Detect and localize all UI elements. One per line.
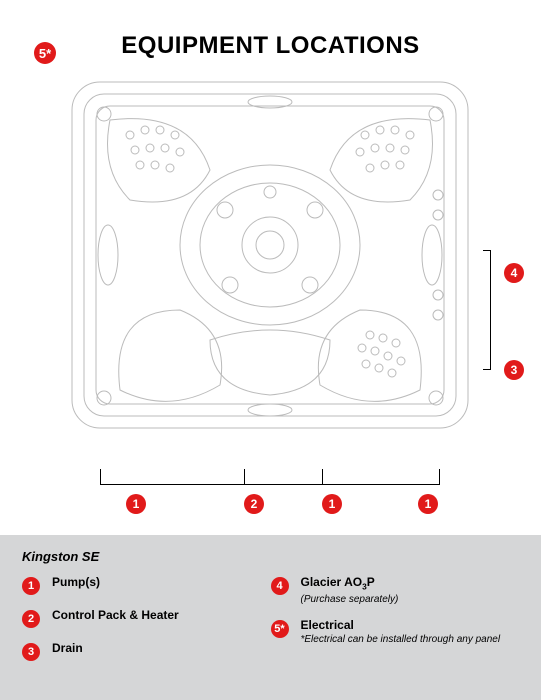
legend-label-5-text: Electrical xyxy=(301,618,354,632)
callout-1-bottom-a: 1 xyxy=(126,494,146,514)
legend-col-right: 4 Glacier AO3P (Purchase separately) 5* … xyxy=(271,576,520,675)
legend-label-4-text: Glacier AO3P xyxy=(301,575,375,589)
legend-item-5: 5* Electrical *Electrical can be install… xyxy=(271,619,520,645)
legend-label-4: Glacier AO3P (Purchase separately) xyxy=(301,576,399,605)
bracket-bottom xyxy=(100,469,440,485)
legend-dot-4: 4 xyxy=(271,577,289,595)
legend-item-1: 1 Pump(s) xyxy=(22,576,271,595)
bracket-right xyxy=(483,250,491,370)
callout-1-bottom-c: 1 xyxy=(418,494,438,514)
callout-4-right: 4 xyxy=(504,263,524,283)
callout-1-bottom-b: 1 xyxy=(322,494,342,514)
legend-title: Kingston SE xyxy=(22,549,519,564)
legend-label-2: Control Pack & Heater xyxy=(52,609,179,622)
legend-item-4: 4 Glacier AO3P (Purchase separately) xyxy=(271,576,520,605)
legend-panel: Kingston SE 1 Pump(s) 2 Control Pack & H… xyxy=(0,535,541,700)
legend-item-3: 3 Drain xyxy=(22,642,271,661)
legend-columns: 1 Pump(s) 2 Control Pack & Heater 3 Drai… xyxy=(22,576,519,675)
legend-label-1: Pump(s) xyxy=(52,576,100,589)
legend-col-left: 1 Pump(s) 2 Control Pack & Heater 3 Drai… xyxy=(22,576,271,675)
callout-5star-topleft: 5* xyxy=(34,42,56,64)
legend-dot-3: 3 xyxy=(22,643,40,661)
legend-sub-5: *Electrical can be installed through any… xyxy=(301,634,501,645)
page-title: EQUIPMENT LOCATIONS xyxy=(0,32,541,60)
legend-dot-5: 5* xyxy=(271,620,289,638)
legend-label-5: Electrical *Electrical can be installed … xyxy=(301,619,501,645)
callout-2-bottom: 2 xyxy=(244,494,264,514)
callout-3-right: 3 xyxy=(504,360,524,380)
hottub-diagram xyxy=(70,80,470,430)
legend-dot-1: 1 xyxy=(22,577,40,595)
legend-dot-2: 2 xyxy=(22,610,40,628)
legend-item-2: 2 Control Pack & Heater xyxy=(22,609,271,628)
legend-sub-4: (Purchase separately) xyxy=(301,594,399,605)
legend-label-3: Drain xyxy=(52,642,83,655)
